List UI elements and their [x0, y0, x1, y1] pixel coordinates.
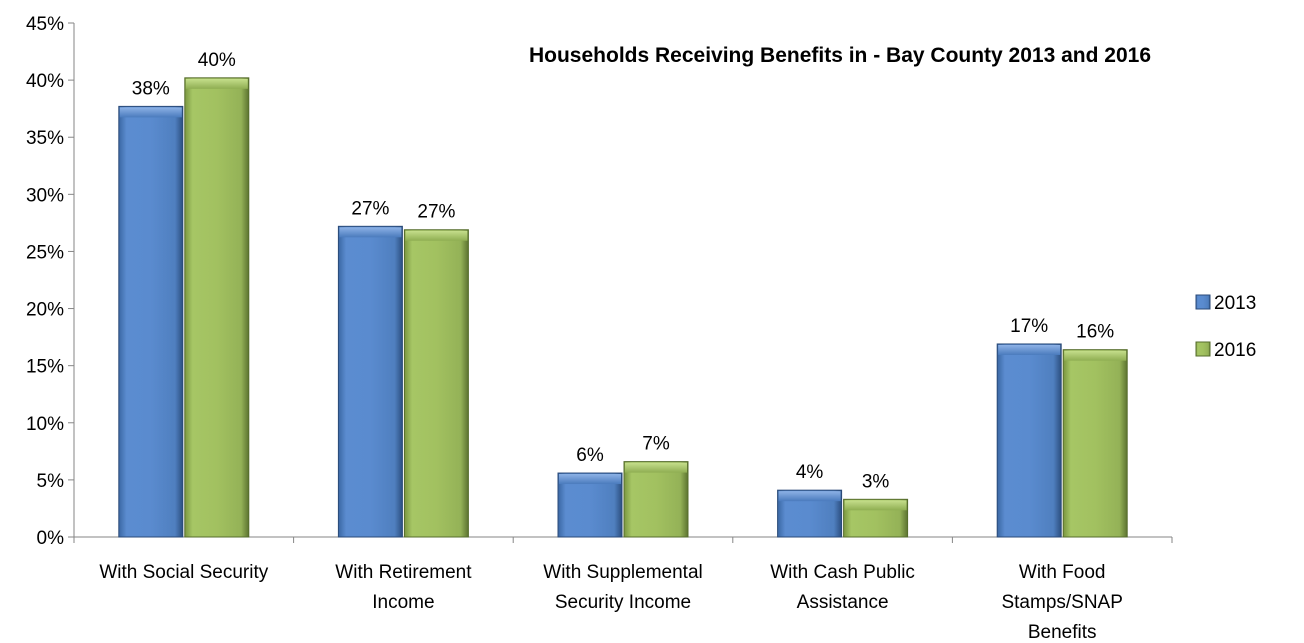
y-tick-label: 10% [26, 414, 64, 435]
bar-bevel [119, 107, 182, 118]
bar-2016-2 [623, 461, 689, 538]
y-tick-label: 40% [26, 71, 64, 92]
category-label-line: With Supplemental [543, 562, 702, 583]
bars [118, 77, 1128, 538]
data-label-2013-3: 4% [796, 462, 824, 483]
data-label-2013-0: 38% [132, 78, 170, 99]
y-tick-label: 5% [37, 471, 65, 492]
y-tick-label: 20% [26, 300, 64, 321]
category-label-line: Security Income [555, 592, 691, 613]
legend-swatch-2013 [1195, 294, 1211, 310]
bar-bevel [998, 344, 1061, 355]
bar-2016-4 [1062, 349, 1128, 538]
category-label-4: With Food Stamps/SNAP Benefits [1001, 562, 1122, 643]
data-label-2013-4: 17% [1010, 316, 1048, 337]
y-axis: 0% 5% 10% 15% 20% 25% 30% 35% 40% 45% [26, 14, 75, 549]
x-axis [73, 536, 1173, 543]
category-label-2: With Supplemental Security Income [543, 562, 702, 613]
y-tick-label: 25% [26, 242, 64, 263]
data-label-2016-4: 16% [1076, 322, 1114, 343]
y-tick-label: 35% [26, 128, 64, 149]
bar-bevel [185, 78, 248, 89]
bar-bevel [339, 227, 402, 238]
y-tick-label: 0% [37, 528, 65, 549]
y-tick-label: 45% [26, 14, 64, 35]
bar-bevel [844, 500, 907, 511]
bar-bevel [405, 230, 468, 241]
bar-2016-1 [403, 229, 469, 538]
bar-bevel [1064, 350, 1127, 361]
data-label-2016-2: 7% [642, 434, 670, 455]
data-label-2013-1: 27% [351, 198, 389, 219]
category-label-line: Assistance [797, 592, 889, 613]
bar-bevel [559, 474, 621, 485]
category-label-0: With Social Security [99, 562, 268, 583]
data-label-2016-3: 3% [862, 471, 890, 492]
category-label-line: Benefits [1028, 622, 1097, 643]
legend-label-2013: 2013 [1214, 293, 1256, 314]
y-tick-label: 15% [26, 357, 64, 378]
bar-2016-0 [184, 77, 250, 538]
category-label-line: With Retirement [335, 562, 472, 583]
data-label-2016-1: 27% [417, 202, 455, 223]
bar-bevel [625, 462, 687, 473]
data-label-2013-2: 6% [576, 445, 604, 466]
y-tick-label: 30% [26, 185, 64, 206]
bar-2013-1 [337, 225, 403, 538]
category-label-line: With Food [1019, 562, 1106, 583]
category-label-1: With Retirement Income [335, 562, 472, 613]
bar-2013-4 [996, 343, 1062, 538]
bar-2013-0 [118, 105, 184, 538]
category-label-line: With Cash Public [770, 562, 915, 583]
bar-bevel [778, 491, 841, 502]
category-label-3: With Cash Public Assistance [770, 562, 915, 613]
chart-title: Households Receiving Benefits in - Bay C… [529, 44, 1151, 67]
category-label-line: Stamps/SNAP [1001, 592, 1122, 613]
legend-swatch-2016 [1195, 341, 1211, 357]
legend-label-2016: 2016 [1214, 340, 1256, 361]
category-labels: With Social Security With Retirement Incom… [99, 562, 1123, 643]
legend: 2013 2016 [1195, 293, 1256, 361]
category-label-line: Income [372, 592, 434, 613]
data-label-2016-0: 40% [198, 50, 236, 71]
category-label-line: With Social Security [99, 562, 268, 583]
data-labels: 38% 40% 27% 27% 6% 7% 4% 3% 17% 16% [132, 50, 1115, 492]
